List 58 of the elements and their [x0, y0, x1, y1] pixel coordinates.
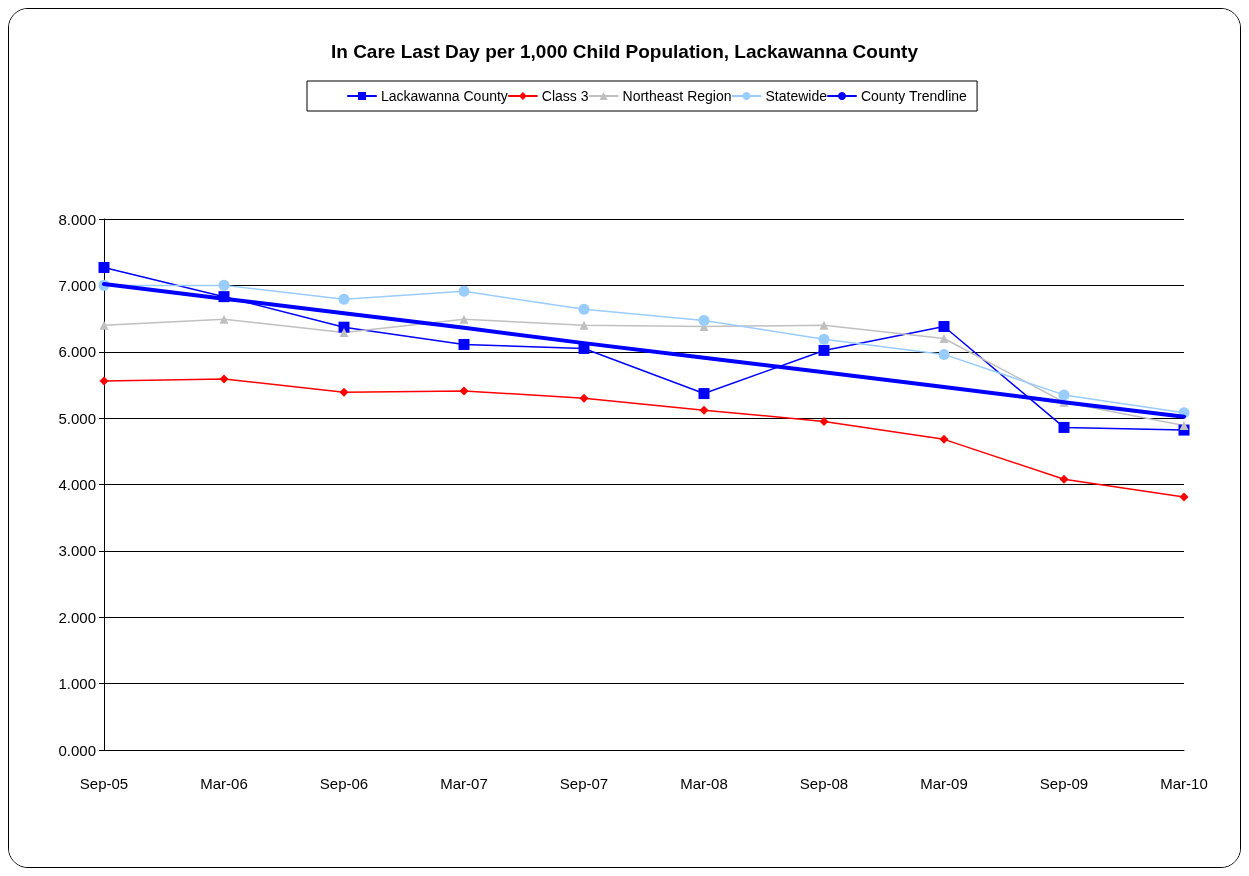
- point: [818, 333, 830, 345]
- x-tick-label: Sep-06: [319, 775, 369, 792]
- point: [458, 338, 470, 350]
- legend-label: Northeast Region: [622, 88, 732, 104]
- point: [1179, 492, 1189, 502]
- point: [579, 320, 589, 330]
- point: [219, 374, 229, 384]
- point: [818, 344, 830, 356]
- x-tick-label: Mar-10: [1160, 775, 1208, 792]
- point: [339, 387, 349, 397]
- y-tick-label: 0.000: [58, 741, 96, 759]
- y-tick-label: 6.000: [58, 343, 96, 361]
- point: [338, 321, 350, 333]
- point: [939, 434, 949, 444]
- point: [1059, 474, 1069, 484]
- y-tick-label: 5.000: [58, 409, 96, 427]
- point: [819, 416, 829, 426]
- chart-title: In Care Last Day per 1,000 Child Population, Lackawanna County: [330, 41, 919, 62]
- y-tick-label: 8.000: [58, 210, 96, 228]
- point: [1058, 389, 1070, 401]
- point: [1058, 421, 1070, 433]
- point: [339, 328, 349, 337]
- y-tick-label: 2.000: [58, 608, 96, 626]
- x-tick-label: Sep-07: [559, 775, 609, 792]
- point: [459, 386, 469, 396]
- x-tick-label: Mar-06: [200, 775, 248, 792]
- point: [819, 320, 829, 330]
- point: [698, 388, 710, 400]
- point: [219, 314, 229, 324]
- legend-label: Statewide: [765, 88, 828, 104]
- point: [98, 261, 110, 273]
- point: [938, 321, 950, 333]
- x-tick-label: Sep-09: [1039, 775, 1089, 792]
- point: [699, 405, 709, 415]
- x-tick-label: Sep-08: [799, 775, 849, 792]
- x-tick-label: Mar-09: [920, 775, 968, 792]
- point: [1179, 420, 1189, 430]
- x-tick-label: Mar-07: [440, 775, 488, 792]
- point: [578, 303, 590, 315]
- y-tick-label: 1.000: [58, 675, 96, 693]
- point: [458, 285, 470, 297]
- point: [698, 315, 710, 327]
- point: [338, 293, 350, 305]
- y-tick-label: 3.000: [58, 542, 96, 560]
- point: [99, 320, 109, 330]
- y-tick-label: 4.000: [58, 476, 96, 493]
- x-tick-label: Sep-05: [79, 775, 129, 792]
- point: [218, 279, 230, 291]
- legend-label: County Trendline: [860, 88, 968, 104]
- x-tick-label: Mar-08: [680, 775, 728, 792]
- y-tick-label: 7.000: [58, 276, 96, 294]
- legend-label: Lackawanna County: [381, 88, 508, 104]
- point: [939, 333, 949, 343]
- point: [99, 376, 109, 386]
- legend-label: Class 3: [541, 88, 589, 104]
- point: [579, 393, 589, 403]
- point: [938, 348, 950, 360]
- point: [459, 314, 469, 324]
